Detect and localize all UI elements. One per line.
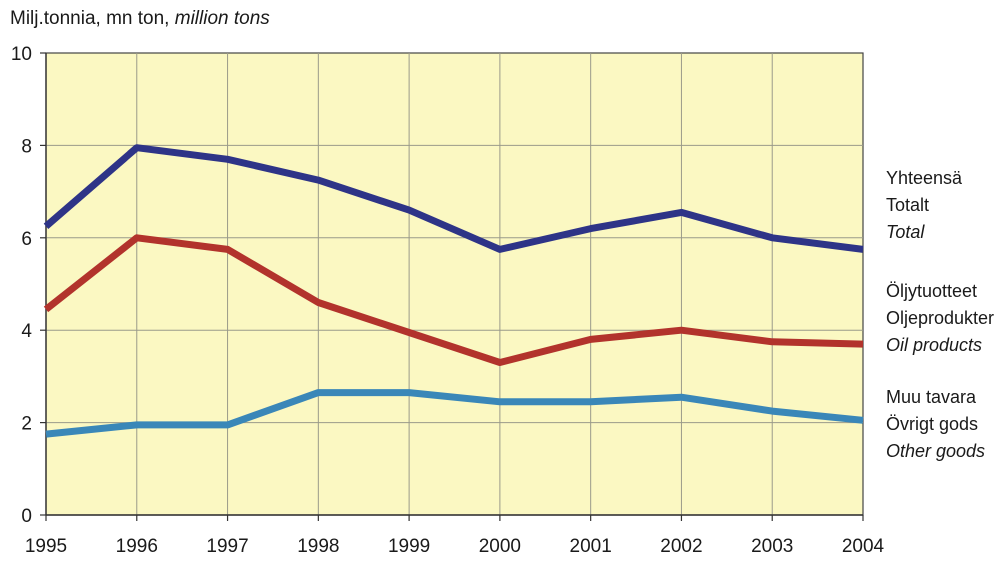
- series-line-other-goods: [45, 389, 864, 438]
- x-tick-label: 2003: [751, 536, 793, 557]
- y-tick-label: 6: [21, 229, 32, 250]
- plot-area: [45, 52, 864, 516]
- legend-total-en: Total: [886, 222, 925, 242]
- tick-labels: 0 2 4 6 8 10 1995 1996 1997 1998 1999 2000 2001 2002 2…: [11, 44, 885, 557]
- series-line-total: [43, 144, 864, 253]
- legend-other-en: Other goods: [886, 441, 986, 461]
- x-tick-label: 1997: [206, 536, 248, 557]
- legend-total: Yhteensä Totalt Total: [886, 165, 962, 246]
- legend-oil-sv: Oljeprodukter: [886, 308, 995, 328]
- y-tick-label: 0: [21, 506, 32, 527]
- legend-other-fi: Muu tavara: [886, 387, 977, 407]
- y-tick-label: 10: [11, 44, 32, 65]
- legend-other-goods: Muu tavara Övrigt gods Other goods: [886, 384, 985, 465]
- series-lines: [43, 144, 864, 438]
- legend-total-fi: Yhteensä: [886, 168, 963, 188]
- x-tick-label: 1998: [297, 536, 339, 557]
- x-tick-label: 1996: [116, 536, 158, 557]
- axes: [40, 52, 864, 521]
- y-tick-label: 4: [21, 321, 32, 342]
- series-line-oil-products: [43, 234, 864, 366]
- legend-other-sv: Övrigt gods: [886, 414, 979, 434]
- y-tick-label: 8: [21, 136, 32, 157]
- x-tick-label: 2001: [570, 536, 612, 557]
- legend-oil-fi: Öljytuotteet: [886, 281, 978, 301]
- gridlines: [46, 53, 863, 515]
- x-tick-label: 2000: [479, 536, 521, 557]
- unit-label-fi-sv: Milj.tonnia, mn ton,: [10, 8, 175, 29]
- x-tick-label: 2002: [660, 536, 702, 557]
- unit-label-en: million tons: [174, 8, 270, 29]
- x-tick-label: 1995: [25, 536, 67, 557]
- y-tick-label: 2: [21, 414, 32, 435]
- x-tick-label: 1999: [388, 536, 430, 557]
- legend-total-sv: Totalt: [886, 195, 930, 215]
- y-axis-unit-label: Milj.tonnia, mn ton, million tons: [10, 8, 270, 30]
- legend-oil-products: Öljytuotteet Oljeprodukter Oil products: [886, 278, 994, 359]
- legend-oil-en: Oil products: [886, 335, 983, 355]
- x-tick-label: 2004: [842, 536, 885, 557]
